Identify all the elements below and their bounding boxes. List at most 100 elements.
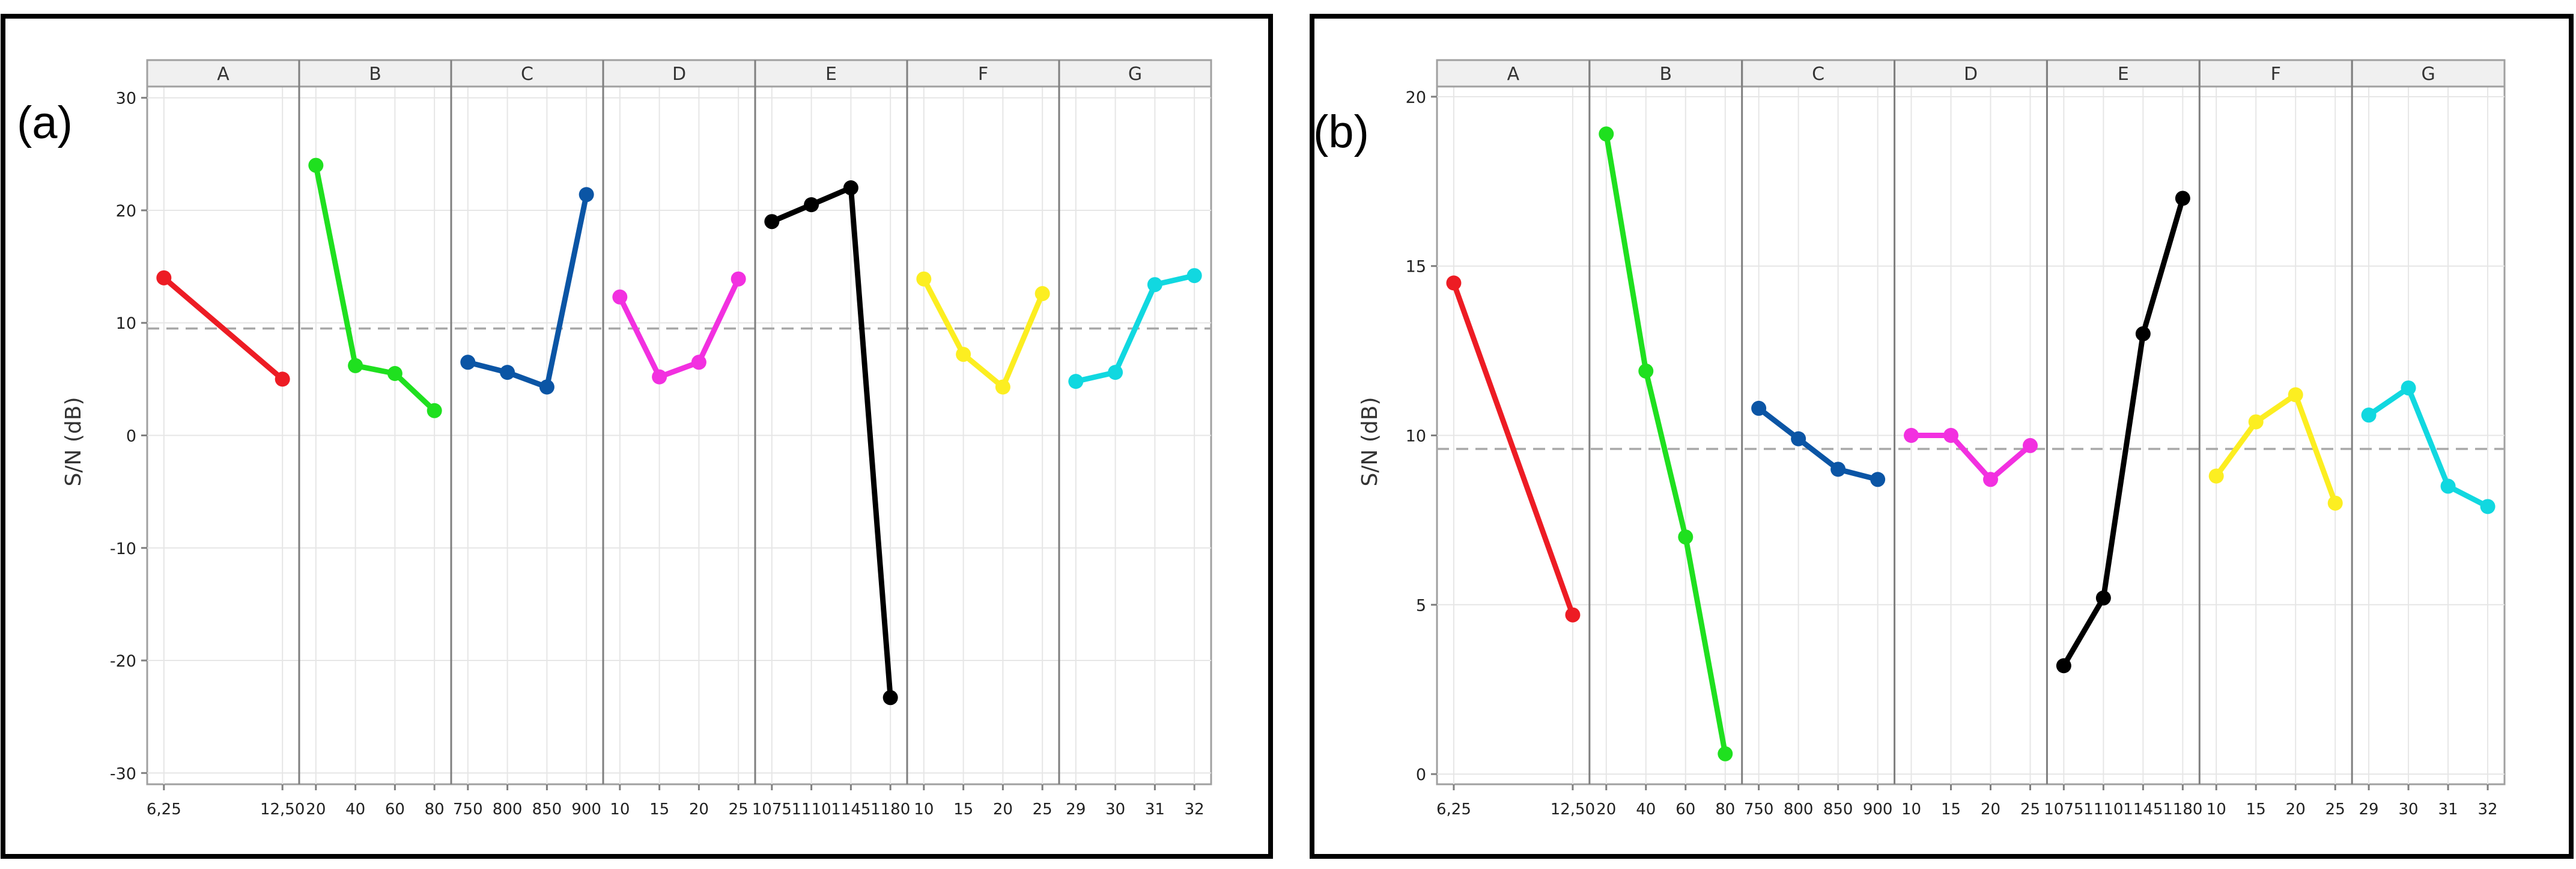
data-point-a-6-25-b — [1446, 275, 1462, 291]
plot-area-b: A 6,25 12,50 B 20 40 60 80 C 750 800 850 900 D 10 15 20 2… — [1406, 59, 2506, 819]
facet-strip-e-a — [754, 59, 908, 88]
x-tick-label-e-a: 1075 — [752, 800, 792, 819]
data-point-c-850-b — [1830, 462, 1846, 477]
y-tick-label-b: 5 — [1416, 596, 1426, 615]
y-tick-label-a: -10 — [110, 540, 136, 558]
facet-label-d-b: D — [1964, 64, 1978, 85]
x-tick-label-c-a: 800 — [493, 800, 523, 819]
x-tick-label-e-a: 1145 — [831, 800, 870, 819]
facet-label-f-a: F — [978, 64, 988, 85]
facet-strip-a-a — [146, 59, 300, 88]
data-point-a-6-25-a — [156, 270, 172, 285]
x-tick-label-c-b: 900 — [1863, 800, 1893, 819]
y-axis-title-a: S/N (dB) — [61, 397, 86, 487]
x-tick-label-e-b: 1075 — [2044, 800, 2083, 819]
data-point-c-900-b — [1870, 472, 1886, 487]
x-tick-label-g-b: 32 — [2478, 800, 2498, 819]
x-tick-label-f-a: 20 — [993, 800, 1013, 819]
data-point-c-800-a — [500, 365, 515, 380]
data-point-e-1145-b — [2135, 326, 2151, 341]
panel-label-a: (a) — [17, 97, 73, 148]
series-line-e-a — [769, 185, 893, 701]
facet-label-c-b: C — [1812, 64, 1824, 85]
data-point-a-12-50-b — [1565, 607, 1581, 623]
data-point-b-40-a — [348, 358, 363, 373]
x-tick-label-d-b: 25 — [2020, 800, 2040, 819]
x-tick-label-d-b: 20 — [1981, 800, 2000, 819]
x-tick-label-b-a: 20 — [306, 800, 326, 819]
x-tick-label-b-a: 40 — [345, 800, 365, 819]
series-line-e-b — [2061, 195, 2186, 669]
facet-strip-a-b — [1436, 59, 1591, 88]
data-point-b-60-a — [387, 366, 402, 382]
data-point-c-900-a — [579, 187, 594, 203]
x-tick-label-b-a: 60 — [385, 800, 405, 819]
data-point-d-25-b — [2023, 438, 2038, 453]
x-tick-label-c-a: 750 — [453, 800, 483, 819]
x-tick-label-f-b: 25 — [2325, 800, 2345, 819]
data-point-g-31-b — [2440, 478, 2456, 494]
series-line-f-a — [921, 276, 1045, 390]
data-point-g-30-b — [2401, 380, 2416, 396]
y-tick-label-b: 10 — [1406, 427, 1426, 446]
data-point-d-20-b — [1983, 472, 1999, 487]
plot-area-a: A 6,25 12,50 B 20 40 60 80 C 750 800 850 900 D 10 15 20 2… — [110, 59, 1212, 819]
x-tick-label-f-b: 10 — [2207, 800, 2226, 819]
x-tick-label-e-b: 1180 — [2163, 800, 2202, 819]
facet-label-b-b: B — [1659, 64, 1672, 85]
x-tick-label-c-a: 850 — [532, 800, 562, 819]
facet-strip-b-a — [298, 59, 452, 88]
x-tick-label-d-a: 20 — [689, 800, 709, 819]
y-tick-label-a: 30 — [116, 90, 136, 108]
data-point-f-20-b — [2288, 387, 2303, 403]
data-point-c-750-b — [1751, 400, 1767, 416]
series-line-g-a — [1073, 273, 1197, 385]
x-tick-label-b-b: 60 — [1675, 800, 1695, 819]
data-point-g-29-b — [2361, 407, 2377, 423]
data-point-e-1110-a — [804, 197, 819, 213]
facet-label-d-a: D — [672, 64, 686, 85]
x-tick-label-d-b: 15 — [1941, 800, 1961, 819]
x-tick-label-a-b: 12,50 — [1551, 800, 1595, 819]
series-line-c-a — [465, 192, 589, 390]
x-tick-label-d-b: 10 — [1901, 800, 1921, 819]
data-point-a-12-50-a — [275, 371, 290, 387]
x-tick-label-a-a: 12,50 — [260, 800, 305, 819]
x-tick-label-e-b: 1145 — [2123, 800, 2163, 819]
y-axis-title-b: S/N (dB) — [1358, 397, 1382, 487]
data-point-f-15-b — [2248, 414, 2264, 430]
facet-label-e-a: E — [825, 64, 837, 85]
data-point-f-25-a — [1034, 286, 1050, 302]
facet-label-f-b: F — [2271, 64, 2281, 85]
x-tick-label-e-b: 1110 — [2083, 800, 2123, 819]
x-tick-label-g-b: 31 — [2438, 800, 2458, 819]
data-point-f-10-b — [2208, 468, 2224, 484]
data-point-b-20-b — [1599, 126, 1614, 142]
facet-label-a-a: A — [217, 64, 229, 85]
data-point-b-80-a — [427, 403, 442, 418]
series-line-g-b — [2366, 385, 2491, 510]
panel-label-b: (b) — [1313, 106, 1369, 157]
x-tick-label-a-a: 6,25 — [147, 800, 181, 819]
facet-strip-f-b — [2198, 59, 2353, 88]
x-tick-label-b-b: 20 — [1596, 800, 1616, 819]
data-point-e-1075-b — [2056, 658, 2071, 674]
data-point-b-20-a — [308, 157, 324, 173]
y-tick-label-a: 20 — [116, 202, 136, 221]
y-tick-label-b: 20 — [1406, 88, 1426, 107]
data-point-g-30-a — [1108, 365, 1123, 380]
facet-label-b-a: B — [369, 64, 381, 85]
data-point-d-15-a — [652, 369, 667, 385]
x-tick-label-c-a: 900 — [571, 800, 601, 819]
data-point-g-31-a — [1147, 277, 1162, 293]
series-line-d-a — [617, 276, 741, 380]
x-tick-label-f-b: 20 — [2286, 800, 2306, 819]
x-tick-label-b-a: 80 — [425, 800, 445, 819]
x-tick-label-c-b: 800 — [1784, 800, 1814, 819]
y-tick-label-a: -30 — [110, 764, 136, 783]
panel-frame-b — [1310, 14, 2574, 859]
series-line-b-a — [313, 162, 437, 413]
facet-strip-g-b — [2351, 59, 2506, 88]
x-tick-label-g-b: 29 — [2359, 800, 2379, 819]
